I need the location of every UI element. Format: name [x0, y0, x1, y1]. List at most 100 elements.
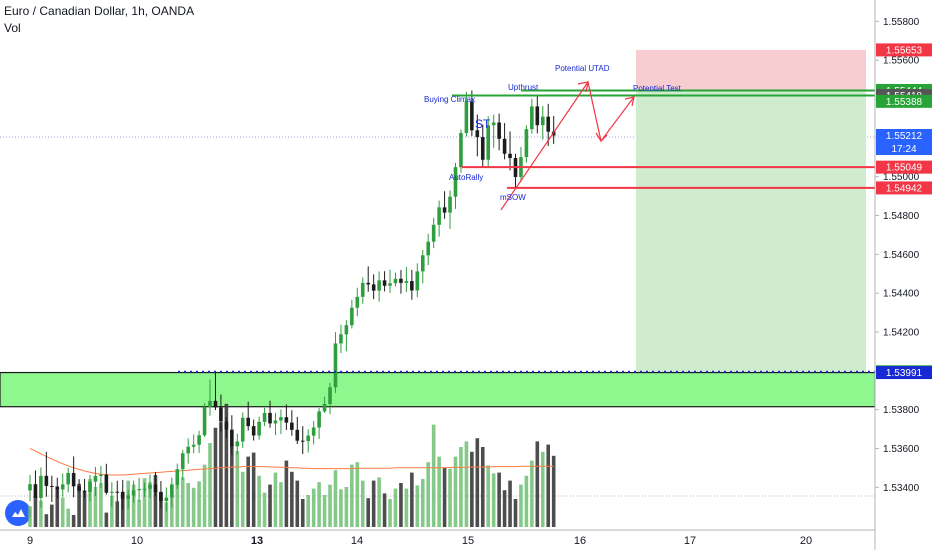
candle-body	[388, 283, 392, 286]
time-tick-label: 9	[27, 535, 33, 547]
candle-body	[322, 404, 327, 412]
price-tick-label: 1.55800	[883, 17, 920, 28]
volume-bar	[355, 462, 360, 527]
price-tick-label: 1.54600	[883, 250, 920, 261]
volume-bar	[77, 483, 81, 527]
candle-body	[486, 125, 491, 160]
candle-body	[131, 490, 136, 496]
candle-body	[502, 138, 507, 154]
support-zone	[0, 371, 876, 408]
candle-body	[366, 282, 371, 285]
candle-body	[404, 281, 409, 283]
candle-body	[540, 116, 545, 126]
volume-bar	[453, 456, 458, 527]
candle-body	[491, 122, 496, 126]
volume-bar	[360, 480, 365, 527]
autorally-label: AutoRally	[449, 173, 483, 182]
time-tick-label: 10	[131, 535, 143, 547]
candle-body	[290, 422, 294, 430]
projection-arrow-head	[595, 132, 608, 142]
volume-bar	[142, 478, 147, 527]
volume-bar	[317, 482, 321, 527]
volume-ma-line	[29, 448, 554, 476]
volume-bar	[257, 475, 261, 527]
volume-label: Vol	[4, 21, 21, 35]
tradingview-logo-icon[interactable]	[5, 500, 31, 526]
price-tick-label: 1.54200	[883, 327, 920, 338]
candle-body	[175, 469, 180, 485]
candle-body	[240, 417, 245, 442]
candle-body	[344, 325, 349, 335]
price-tick-label: 1.53400	[883, 483, 920, 494]
candle-body	[355, 296, 360, 308]
candle-body	[311, 427, 316, 436]
candle-body	[120, 491, 125, 499]
volume-bar	[350, 464, 354, 527]
candle-body	[546, 116, 551, 132]
volume-bar	[535, 441, 540, 527]
candle-body	[295, 429, 300, 441]
candle-body	[180, 453, 185, 470]
candle-body	[328, 387, 332, 405]
volume-bar	[246, 456, 250, 527]
price-tick-label: 1.53800	[883, 405, 920, 416]
volume-bar	[50, 504, 54, 527]
candle-body	[393, 278, 398, 284]
candle-body	[475, 130, 480, 138]
volume-bar	[513, 499, 518, 527]
volume-bar	[344, 487, 349, 527]
volume-bar	[540, 451, 545, 527]
candle-body	[350, 307, 354, 326]
candle-body	[115, 491, 120, 493]
volume-bar	[88, 479, 92, 527]
volume-bar	[230, 443, 234, 527]
volume-bar	[82, 491, 87, 527]
volume-bar	[164, 502, 169, 527]
volume-bar	[459, 447, 463, 527]
msow-label: mSOW	[500, 193, 526, 202]
volume-bar	[186, 483, 190, 527]
candle-body	[464, 101, 469, 133]
candle-body	[33, 484, 38, 498]
volume-bar	[437, 456, 441, 527]
volume-bar	[197, 481, 201, 527]
candle-body	[497, 122, 501, 139]
candle-body	[257, 421, 261, 436]
volume-bar	[382, 493, 387, 527]
candle-body	[300, 440, 305, 442]
price-tag	[876, 43, 932, 57]
time-tick-label: 13	[251, 535, 263, 547]
volume-bar	[524, 475, 529, 527]
candle-body	[202, 407, 207, 436]
candle-body	[535, 106, 540, 126]
volume-bar	[426, 462, 431, 527]
volume-bar	[371, 480, 376, 527]
volume-bar	[311, 488, 316, 527]
candle-body	[148, 484, 152, 489]
volume-bar	[93, 487, 98, 527]
volume-bar	[377, 477, 381, 527]
candle-body	[77, 486, 81, 491]
candle-body	[104, 474, 109, 493]
projection-arrow-head	[624, 96, 635, 107]
volume-bar	[262, 492, 267, 527]
volume-bar	[273, 472, 278, 527]
volume-bar	[508, 480, 512, 527]
chart-title: Euro / Canadian Dollar, 1h, OANDA	[4, 4, 195, 18]
volume-bar	[442, 467, 447, 527]
candle-body	[44, 475, 49, 486]
volume-bar	[497, 472, 501, 527]
candle-body	[306, 435, 311, 442]
upthrust-label: Upthrust	[508, 83, 539, 92]
volume-bar	[235, 451, 240, 527]
candle-body	[142, 488, 147, 490]
volume-bar	[110, 495, 114, 527]
volume-bar	[502, 490, 507, 527]
volume-bar	[175, 482, 180, 527]
candle-body	[153, 484, 158, 493]
candle-body	[410, 281, 414, 291]
candle-body	[197, 435, 201, 445]
price-tag	[876, 142, 932, 156]
candle-body	[235, 441, 240, 447]
